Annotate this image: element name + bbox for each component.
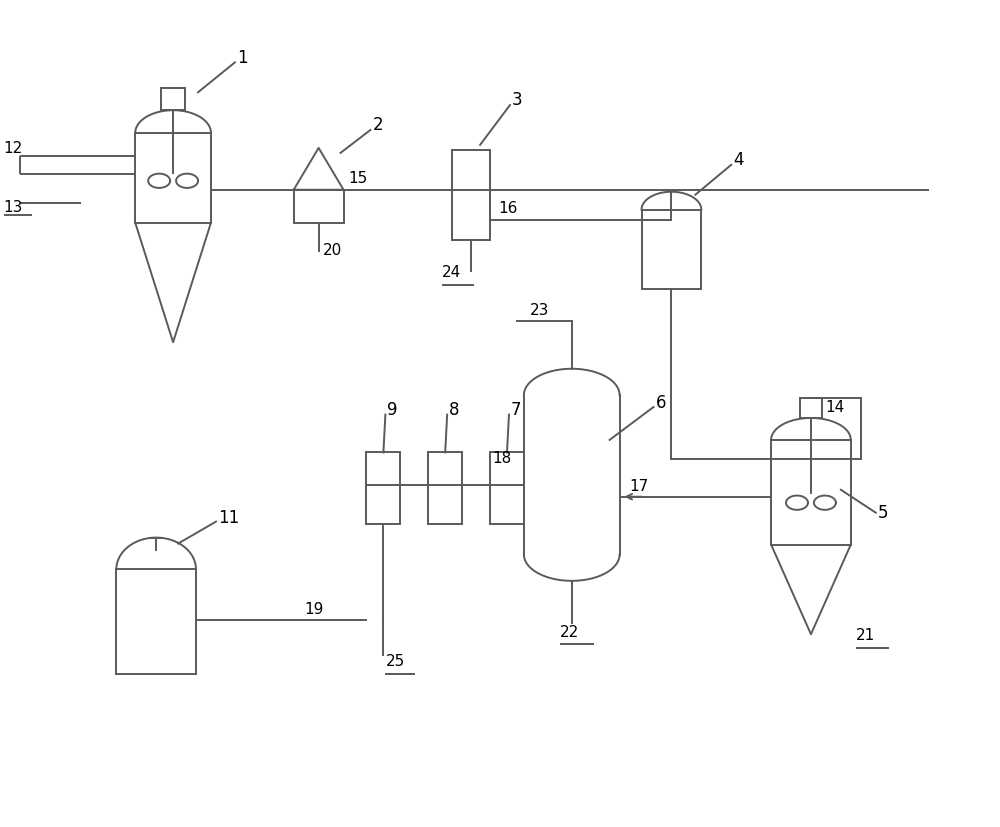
Text: 15: 15	[349, 170, 368, 185]
Bar	[452, 151, 490, 241]
Text: 19: 19	[305, 601, 324, 616]
Text: 11: 11	[218, 508, 239, 526]
Bar	[294, 190, 344, 223]
Text: 21: 21	[856, 628, 875, 643]
Text: 3: 3	[512, 91, 523, 109]
Bar	[116, 570, 196, 674]
Text: 22: 22	[560, 624, 579, 639]
Text: 2: 2	[372, 116, 383, 134]
Text: 9: 9	[387, 400, 398, 418]
Text: 1: 1	[237, 50, 248, 67]
Text: 14: 14	[825, 399, 844, 414]
Text: 5: 5	[878, 503, 888, 521]
Text: 16: 16	[498, 200, 517, 215]
Text: 13: 13	[4, 199, 23, 214]
Bar	[135, 134, 211, 223]
Text: 17: 17	[630, 478, 649, 493]
Bar	[642, 210, 701, 290]
Bar	[366, 453, 400, 524]
Bar	[490, 453, 524, 524]
Bar	[771, 440, 851, 545]
Text: 8: 8	[449, 400, 460, 418]
Text: 7: 7	[511, 400, 521, 418]
Text: 24: 24	[442, 265, 461, 280]
Text: 25: 25	[385, 653, 405, 667]
Bar	[428, 453, 462, 524]
Bar	[800, 399, 822, 418]
Text: 18: 18	[492, 450, 511, 466]
Text: 20: 20	[323, 242, 342, 257]
Bar	[161, 89, 185, 111]
Text: 6: 6	[655, 394, 666, 412]
Text: 23: 23	[530, 303, 549, 318]
Text: 4: 4	[733, 151, 744, 169]
Text: 12: 12	[4, 141, 23, 155]
